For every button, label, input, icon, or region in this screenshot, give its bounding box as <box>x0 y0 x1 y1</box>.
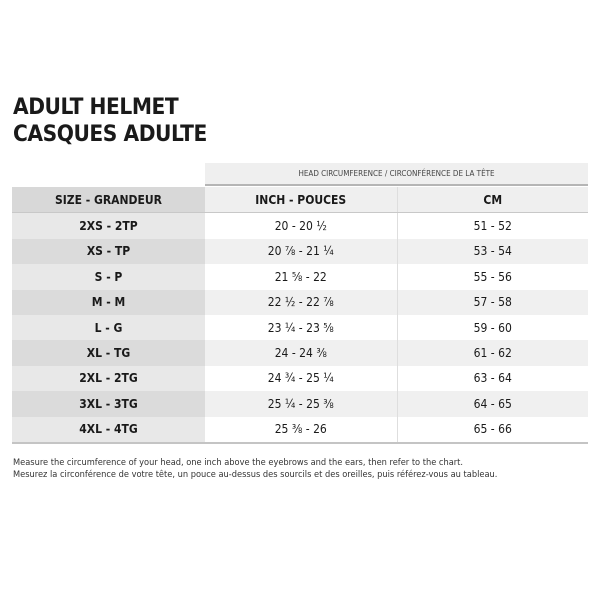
cell-cm: 65 - 66 <box>396 416 588 444</box>
cell-cm: 53 - 54 <box>396 238 588 265</box>
table-row: 2XS - 2TP 20 - 20 ½ 51 - 52 <box>12 212 588 239</box>
table-row: XL - TG 24 - 24 ⅜ 61 - 62 <box>12 340 588 366</box>
table-header-row: SIZE - GRANDEUR INCH - POUCES CM <box>12 187 588 214</box>
note-french: Mesurez la circonférence de votre tête, … <box>13 469 498 480</box>
cell-inch: 22 ½ - 22 ⅞ <box>205 289 397 315</box>
table-row: 3XL - 3TG 25 ¼ - 25 ⅜ 64 - 65 <box>12 391 588 417</box>
cell-inch: 20 ⅞ - 21 ¼ <box>205 238 397 265</box>
cell-size: S - P <box>12 264 205 290</box>
cell-inch: 25 ¼ - 25 ⅜ <box>205 391 397 417</box>
size-chart-table: SIZE - GRANDEUR INCH - POUCES CM 2XS - 2… <box>12 187 588 444</box>
page-title: ADULT HELMET CASQUES ADULTE <box>13 94 207 148</box>
cell-size: 4XL - 4TG <box>12 416 205 444</box>
table-row: L - G 23 ¼ - 23 ⅝ 59 - 60 <box>12 314 588 341</box>
measurement-note: Measure the circumference of your head, … <box>13 457 497 481</box>
head-circumference-header: HEAD CIRCUMFERENCE / CIRCONFÉRENCE DE LA… <box>205 163 588 186</box>
table-row: M - M 22 ½ - 22 ⅞ 57 - 58 <box>12 289 588 315</box>
cell-size: L - G <box>12 314 205 341</box>
cell-inch: 20 - 20 ½ <box>205 212 397 239</box>
cell-size: XL - TG <box>12 340 205 366</box>
title-english: ADULT HELMET <box>13 95 179 120</box>
cell-inch: 23 ¼ - 23 ⅝ <box>205 314 397 341</box>
cell-cm: 59 - 60 <box>396 314 588 341</box>
cell-cm: 63 - 64 <box>396 365 588 392</box>
cell-size: 2XL - 2TG <box>12 365 205 392</box>
cell-cm: 51 - 52 <box>396 212 588 239</box>
column-header-inch: INCH - POUCES <box>205 187 397 214</box>
cell-inch: 24 - 24 ⅜ <box>205 340 397 366</box>
column-header-size: SIZE - GRANDEUR <box>12 187 205 214</box>
cell-inch: 21 ⅝ - 22 <box>205 264 397 290</box>
column-header-cm: CM <box>396 187 588 214</box>
cell-cm: 55 - 56 <box>396 264 588 290</box>
cell-size: 2XS - 2TP <box>12 212 205 239</box>
table-row: XS - TP 20 ⅞ - 21 ¼ 53 - 54 <box>12 238 588 265</box>
cell-size: XS - TP <box>12 238 205 265</box>
cell-cm: 57 - 58 <box>396 289 588 315</box>
cell-size: 3XL - 3TG <box>12 391 205 417</box>
cell-size: M - M <box>12 289 205 315</box>
cell-cm: 61 - 62 <box>396 340 588 366</box>
cell-inch: 25 ⅜ - 26 <box>205 416 397 444</box>
note-english: Measure the circumference of your head, … <box>13 457 464 468</box>
table-row: 4XL - 4TG 25 ⅜ - 26 65 - 66 <box>12 416 588 444</box>
table-row: 2XL - 2TG 24 ¾ - 25 ¼ 63 - 64 <box>12 365 588 392</box>
cell-inch: 24 ¾ - 25 ¼ <box>205 365 397 392</box>
title-french: CASQUES ADULTE <box>13 122 207 147</box>
cell-cm: 64 - 65 <box>396 391 588 417</box>
table-row: S - P 21 ⅝ - 22 55 - 56 <box>12 264 588 290</box>
